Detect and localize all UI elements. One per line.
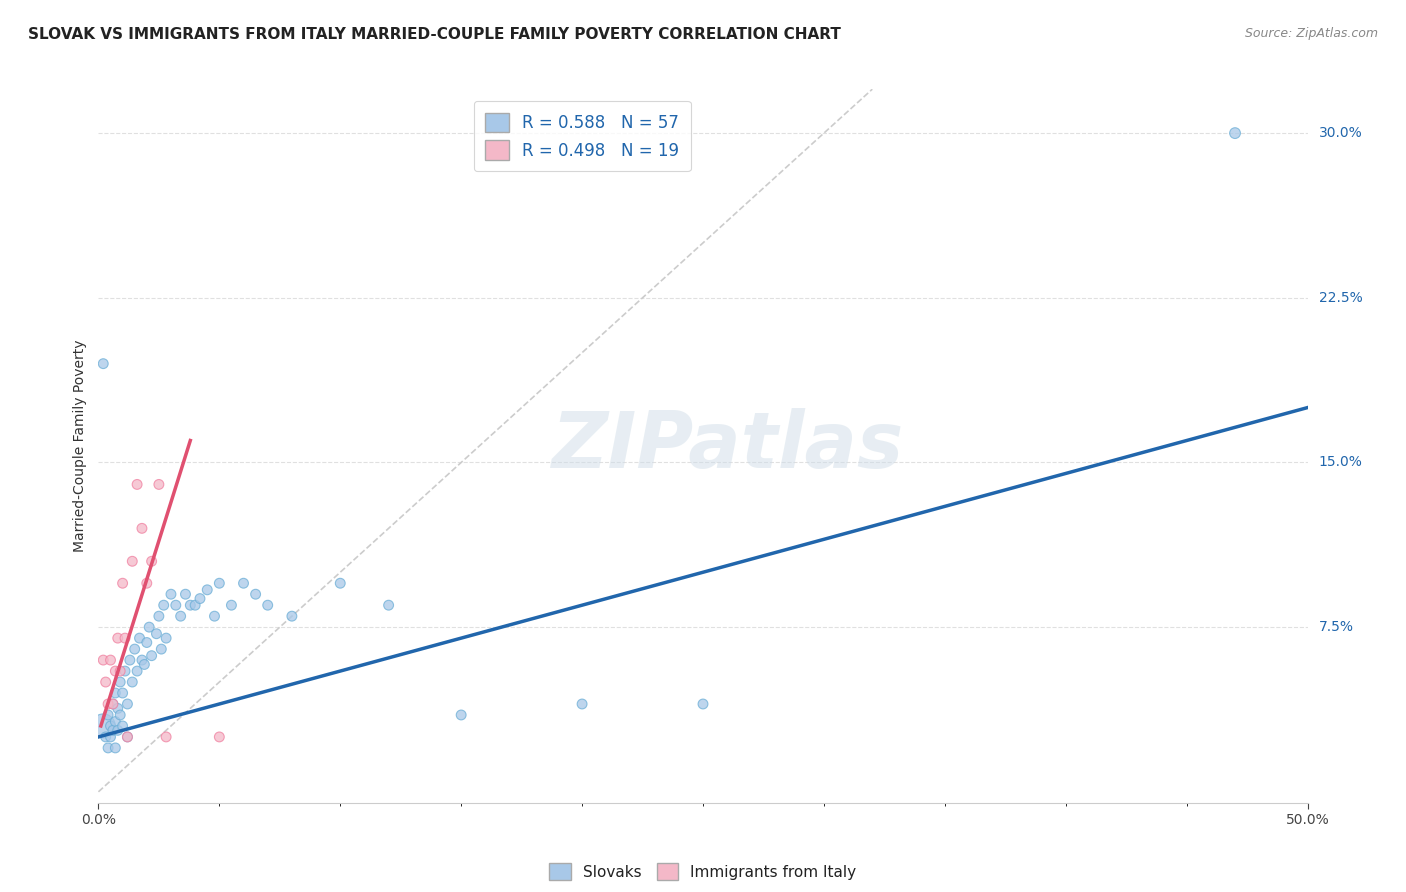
Point bbox=[134, 657, 156, 672]
Point bbox=[221, 598, 243, 612]
Point bbox=[94, 675, 117, 690]
Point bbox=[160, 587, 183, 601]
Text: 22.5%: 22.5% bbox=[1319, 291, 1362, 305]
Point bbox=[1223, 126, 1246, 140]
Point bbox=[127, 664, 149, 678]
Point bbox=[179, 598, 201, 612]
Point bbox=[114, 664, 136, 678]
Point bbox=[101, 723, 124, 738]
Point bbox=[232, 576, 254, 591]
Point bbox=[114, 631, 136, 645]
Point bbox=[208, 576, 231, 591]
Point bbox=[91, 653, 114, 667]
Point bbox=[155, 631, 177, 645]
Point bbox=[97, 697, 120, 711]
Y-axis label: Married-Couple Family Poverty: Married-Couple Family Poverty bbox=[73, 340, 87, 552]
Legend: Slovaks, Immigrants from Italy: Slovaks, Immigrants from Italy bbox=[541, 855, 865, 888]
Point bbox=[97, 708, 120, 723]
Text: 30.0%: 30.0% bbox=[1319, 126, 1362, 140]
Point bbox=[94, 730, 117, 744]
Point bbox=[165, 598, 187, 612]
Point bbox=[195, 582, 218, 597]
Point bbox=[145, 626, 167, 640]
Text: SLOVAK VS IMMIGRANTS FROM ITALY MARRIED-COUPLE FAMILY POVERTY CORRELATION CHART: SLOVAK VS IMMIGRANTS FROM ITALY MARRIED-… bbox=[28, 27, 841, 42]
Point bbox=[117, 730, 139, 744]
Point bbox=[104, 714, 127, 729]
Point bbox=[138, 620, 160, 634]
Point bbox=[256, 598, 278, 612]
Point bbox=[329, 576, 352, 591]
Point bbox=[148, 477, 170, 491]
Point bbox=[111, 719, 134, 733]
Point bbox=[135, 635, 157, 649]
Point bbox=[184, 598, 207, 612]
Point bbox=[121, 675, 143, 690]
Point bbox=[121, 554, 143, 568]
Point bbox=[111, 576, 134, 591]
Point bbox=[208, 730, 231, 744]
Point bbox=[571, 697, 593, 711]
Point bbox=[104, 686, 127, 700]
Point bbox=[127, 477, 149, 491]
Point bbox=[131, 653, 153, 667]
Point bbox=[148, 609, 170, 624]
Point bbox=[141, 648, 163, 663]
Point bbox=[107, 631, 129, 645]
Point bbox=[377, 598, 399, 612]
Point bbox=[188, 591, 211, 606]
Point bbox=[101, 697, 124, 711]
Point bbox=[100, 719, 122, 733]
Point bbox=[100, 653, 122, 667]
Point bbox=[104, 740, 127, 755]
Point bbox=[117, 730, 139, 744]
Point bbox=[108, 675, 131, 690]
Point bbox=[108, 708, 131, 723]
Text: ZIPatlas: ZIPatlas bbox=[551, 408, 903, 484]
Point bbox=[91, 719, 114, 733]
Point bbox=[174, 587, 197, 601]
Point bbox=[128, 631, 150, 645]
Point bbox=[117, 697, 139, 711]
Text: Source: ZipAtlas.com: Source: ZipAtlas.com bbox=[1244, 27, 1378, 40]
Point bbox=[97, 740, 120, 755]
Point bbox=[108, 664, 131, 678]
Point bbox=[155, 730, 177, 744]
Point bbox=[124, 642, 146, 657]
Point bbox=[245, 587, 267, 601]
Point bbox=[131, 521, 153, 535]
Point bbox=[135, 576, 157, 591]
Point bbox=[107, 723, 129, 738]
Point bbox=[692, 697, 714, 711]
Point bbox=[118, 653, 141, 667]
Point bbox=[150, 642, 173, 657]
Point bbox=[111, 686, 134, 700]
Point bbox=[91, 357, 114, 371]
Point bbox=[100, 730, 122, 744]
Point bbox=[281, 609, 304, 624]
Point bbox=[104, 664, 127, 678]
Point bbox=[101, 697, 124, 711]
Point bbox=[204, 609, 226, 624]
Point bbox=[152, 598, 174, 612]
Text: 15.0%: 15.0% bbox=[1319, 456, 1362, 469]
Point bbox=[141, 554, 163, 568]
Point bbox=[450, 708, 472, 723]
Point bbox=[107, 701, 129, 715]
Text: 7.5%: 7.5% bbox=[1319, 620, 1354, 634]
Point bbox=[169, 609, 191, 624]
